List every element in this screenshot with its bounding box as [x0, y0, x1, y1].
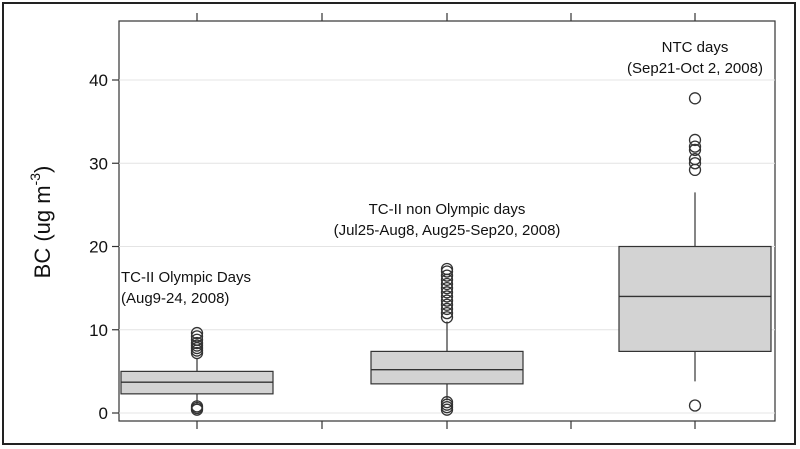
box-1-label-line-2: (Aug9-24, 2008): [121, 290, 229, 307]
outlier-point: [440, 311, 454, 324]
box-group-1: [120, 326, 274, 416]
outlier-point: [688, 133, 702, 147]
outlier-point: [190, 333, 204, 346]
outlier-point: [440, 286, 454, 299]
outlier-point: [440, 302, 454, 316]
outlier-point: [440, 396, 454, 409]
outlier-point: [688, 143, 702, 157]
box-group-3: [618, 92, 772, 412]
box-3-label-line-2: (Sep21-Oct 2, 2008): [627, 60, 763, 77]
y-tick-label-20: 20: [89, 238, 108, 257]
y-tick-label-0: 0: [99, 404, 108, 423]
y-axis: 0 10 20 30 40: [89, 71, 119, 423]
outlier-point: [440, 281, 454, 295]
outlier-point: [688, 140, 702, 153]
box-2-label-line-2: (Jul25-Aug8, Aug25-Sep20, 2008): [334, 222, 561, 239]
y-axis-title-close: ): [30, 166, 55, 173]
outlier-point: [440, 269, 454, 282]
box-iqr: [370, 350, 524, 385]
outlier-point: [440, 290, 454, 303]
outlier-point: [190, 330, 204, 343]
outlier-point: [440, 262, 454, 276]
outlier-point: [688, 152, 702, 166]
y-axis-title: BC (ug m-3): [27, 166, 55, 279]
box-series: [120, 92, 772, 416]
y-tick-label-40: 40: [89, 71, 108, 90]
outlier-point: [688, 157, 702, 170]
outlier-point: [190, 336, 204, 350]
y-axis-title-superscript: -3: [27, 173, 43, 186]
x-axis-ticks: [196, 13, 696, 429]
box-1-label-line-1: TC-II Olympic Days: [121, 269, 251, 286]
box-3-label-line-1: NTC days: [662, 39, 729, 56]
outlier-point: [190, 326, 204, 340]
y-axis-title-main: BC (ug m: [30, 185, 55, 278]
outlier-point: [190, 400, 204, 413]
y-tick-label-10: 10: [89, 321, 108, 340]
outlier-point: [688, 399, 702, 412]
box-iqr: [618, 245, 772, 352]
figure-frame: [2, 2, 796, 445]
box-2-label-line-1: TC-II non Olympic days: [369, 201, 526, 218]
outlier-point: [440, 298, 454, 311]
outlier-point: [688, 92, 702, 105]
group-annotations: TC-II Olympic Days (Aug9-24, 2008) TC-II n…: [121, 39, 763, 307]
outlier-point: [440, 294, 454, 307]
outlier-point: [440, 306, 454, 320]
y-tick-label-30: 30: [89, 154, 108, 173]
outlier-point: [440, 277, 454, 291]
box-group-2: [370, 262, 524, 416]
